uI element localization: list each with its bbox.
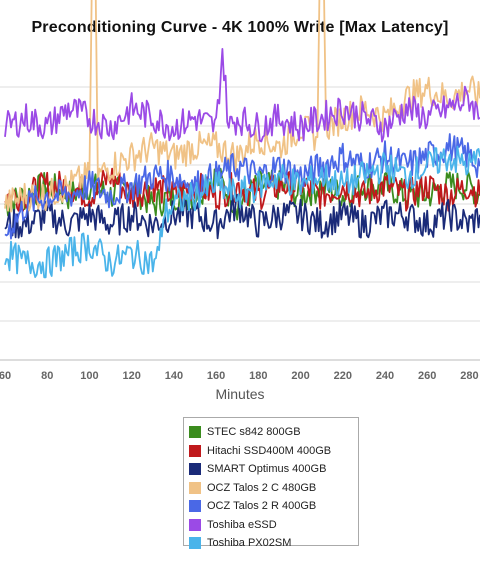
legend-item: SMART Optimus 400GB (189, 460, 358, 479)
x-tick-label: 60 (0, 370, 11, 380)
x-tick-label: 100 (80, 370, 98, 380)
legend-item: OCZ Talos 2 C 480GB (189, 479, 358, 498)
x-tick-label: 120 (122, 370, 140, 380)
legend-item: OCZ Talos 2 R 400GB (189, 497, 358, 516)
series-layer (4, 0, 480, 279)
legend-item: STEC s842 800GB (189, 423, 358, 442)
x-tick-layer: 60 80 100 120 140 160 180 200 220 240 260 280 (0, 370, 479, 380)
x-tick-label: 180 (249, 370, 267, 380)
legend-label: SMART Optimus 400GB (207, 463, 327, 476)
legend-label: Toshiba eSSD (207, 518, 277, 531)
legend-swatch (189, 481, 201, 494)
chart-plot: 60 80 100 120 140 160 180 200 220 240 260 280 (0, 0, 480, 380)
legend-label: STEC s842 800GB (207, 426, 301, 439)
legend-label: OCZ Talos 2 R 400GB (207, 500, 317, 513)
series-line (4, 145, 480, 279)
legend-swatch (189, 463, 201, 476)
legend: STEC s842 800GB Hitachi SSD400M 400GB SMAR… (183, 417, 359, 550)
series-line (4, 133, 480, 240)
legend-label: Hitachi SSD400M 400GB (207, 444, 332, 457)
series-line (4, 167, 480, 212)
legend-item: Toshiba PX02SM (189, 534, 358, 553)
legend-label: Toshiba PX02SM (207, 537, 292, 550)
legend-item: Hitachi SSD400M 400GB (189, 442, 358, 461)
x-axis-label: Minutes (215, 386, 265, 402)
x-tick-label: 240 (376, 370, 394, 380)
x-tick-label: 280 (460, 370, 478, 380)
x-tick-label: 200 (291, 370, 309, 380)
legend-swatch (189, 426, 201, 439)
series-line (4, 48, 480, 143)
x-tick-label: 160 (207, 370, 225, 380)
chart-title: Preconditioning Curve - 4K 100% Write [M… (31, 19, 449, 36)
series-line (4, 193, 480, 240)
legend-swatch (189, 500, 201, 513)
legend-label: OCZ Talos 2 C 480GB (207, 481, 317, 494)
x-tick-label: 80 (41, 370, 53, 380)
legend-swatch (189, 444, 201, 457)
x-tick-label: 260 (418, 370, 436, 380)
legend-item: Toshiba eSSD (189, 516, 358, 535)
legend-swatch (189, 537, 201, 550)
x-tick-label: 140 (165, 370, 183, 380)
legend-swatch (189, 518, 201, 531)
x-tick-label: 220 (334, 370, 352, 380)
